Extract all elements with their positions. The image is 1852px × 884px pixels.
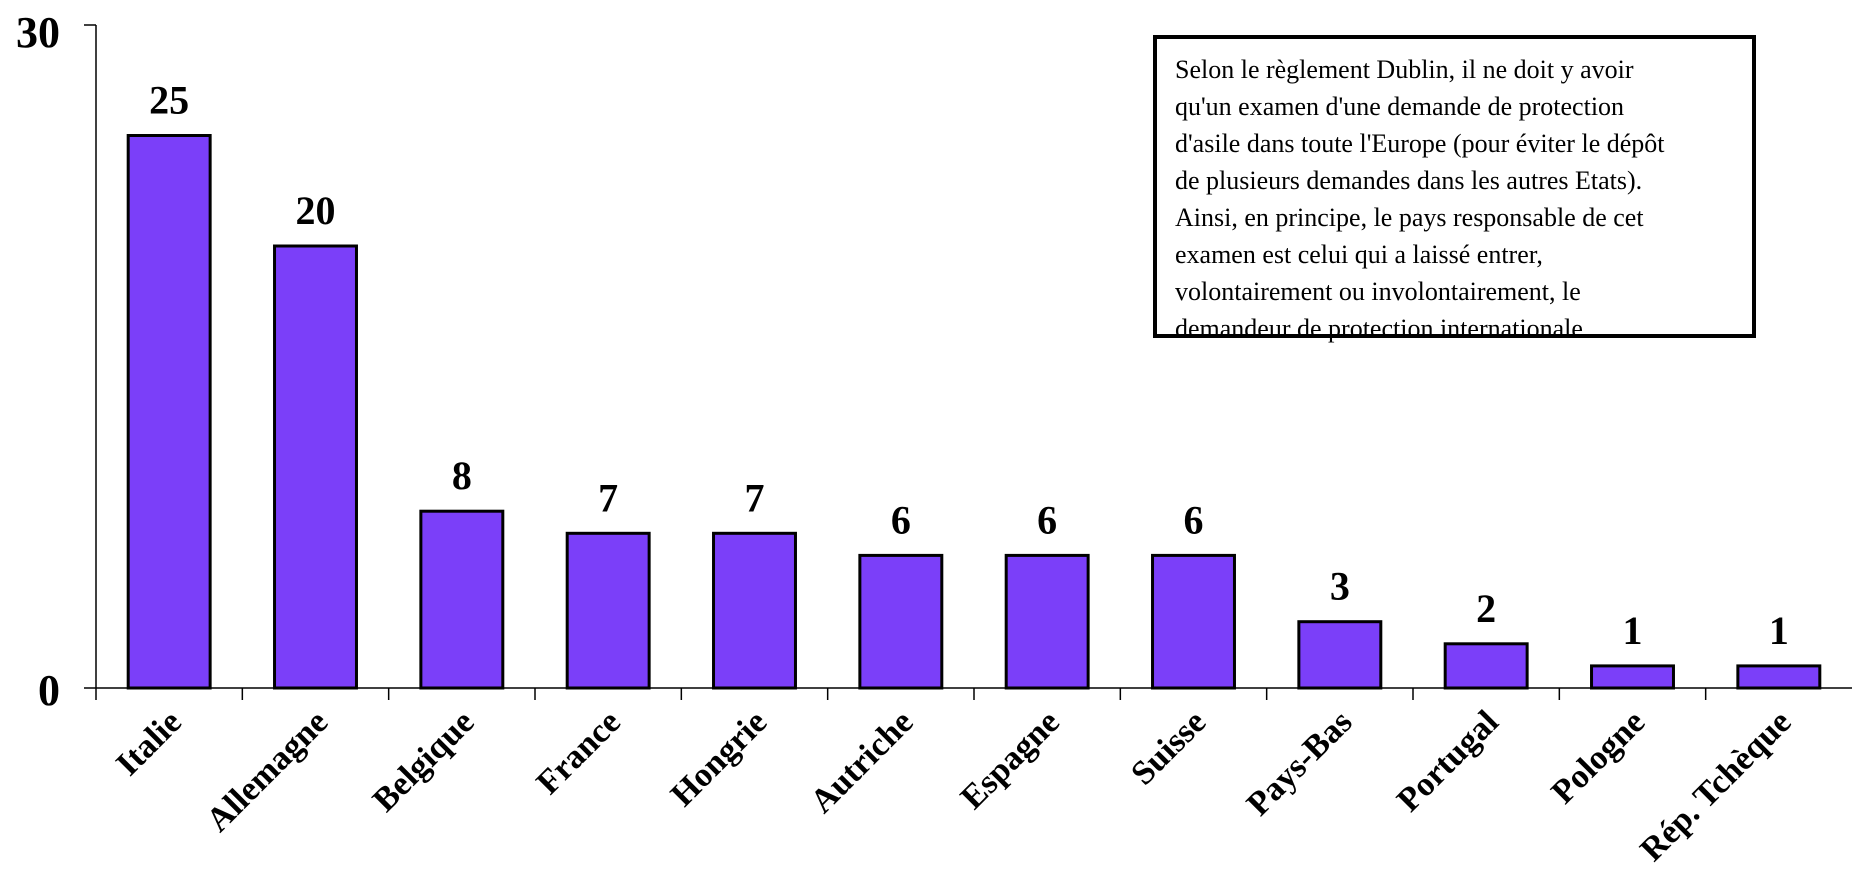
annotation-line: Selon le règlement Dublin, il ne doit y … [1175,55,1634,84]
bar-pays-bas [1297,620,1383,690]
x-tick-label: Portugal [1390,703,1506,819]
data-label: 8 [452,453,472,498]
x-tick-label: Suisse [1124,703,1213,792]
annotation-line: d'asile dans toute l'Europe (pour éviter… [1175,129,1665,158]
x-tick-label: Italie [109,703,189,783]
annotation-line: de plusieurs demandes dans les autres Et… [1175,166,1643,195]
data-label: 6 [891,497,911,542]
x-tick-label: Allemagne [199,703,335,839]
data-label: 6 [1037,497,1057,542]
bar-france [565,531,651,690]
annotation-box: Selon le règlement Dublin, il ne doit y … [1153,35,1756,343]
data-label: 1 [1769,608,1789,653]
bar-espagne [1004,553,1090,690]
x-tick-label: Belgique [366,703,482,819]
data-label: 6 [1184,497,1204,542]
data-label: 7 [598,475,618,520]
x-tick-label: Hongrie [664,703,774,813]
data-label: 25 [149,78,189,123]
bar-r-p-tch-que [1736,664,1822,690]
bar-suisse [1151,553,1236,690]
bar-italie [126,134,212,690]
bar-belgique [419,509,505,690]
data-label: 1 [1623,608,1643,653]
x-tick-label: Pologne [1545,703,1653,811]
annotation-line: demandeur de protection internationale. [1175,314,1590,343]
x-tick-label: Rép. Tchèque [1633,703,1798,868]
bar-pologne [1590,664,1675,690]
y-tick-label-min: 0 [38,666,60,715]
bar-portugal [1443,642,1529,690]
x-tick-label: Pays-Bas [1240,703,1360,823]
data-label: 20 [296,188,336,233]
x-tick-label: France [530,703,628,801]
data-label: 7 [745,475,765,520]
bar-autriche [858,553,944,690]
annotation-line: Ainsi, en principe, le pays responsable … [1175,203,1644,232]
data-label: 3 [1330,564,1350,609]
y-tick-label-max: 30 [16,8,60,57]
annotation-line: qu'un examen d'une demande de protection [1175,92,1625,121]
bar-hongrie [712,531,797,690]
data-label: 2 [1476,586,1496,631]
x-tick-label: Espagne [954,703,1067,816]
annotation-line: volontairement ou involontairement, le [1175,277,1581,306]
annotation-line: examen est celui qui a laissé entrer, [1175,240,1543,269]
x-tick-label: Autriche [804,703,921,820]
bar-allemagne [273,244,358,690]
